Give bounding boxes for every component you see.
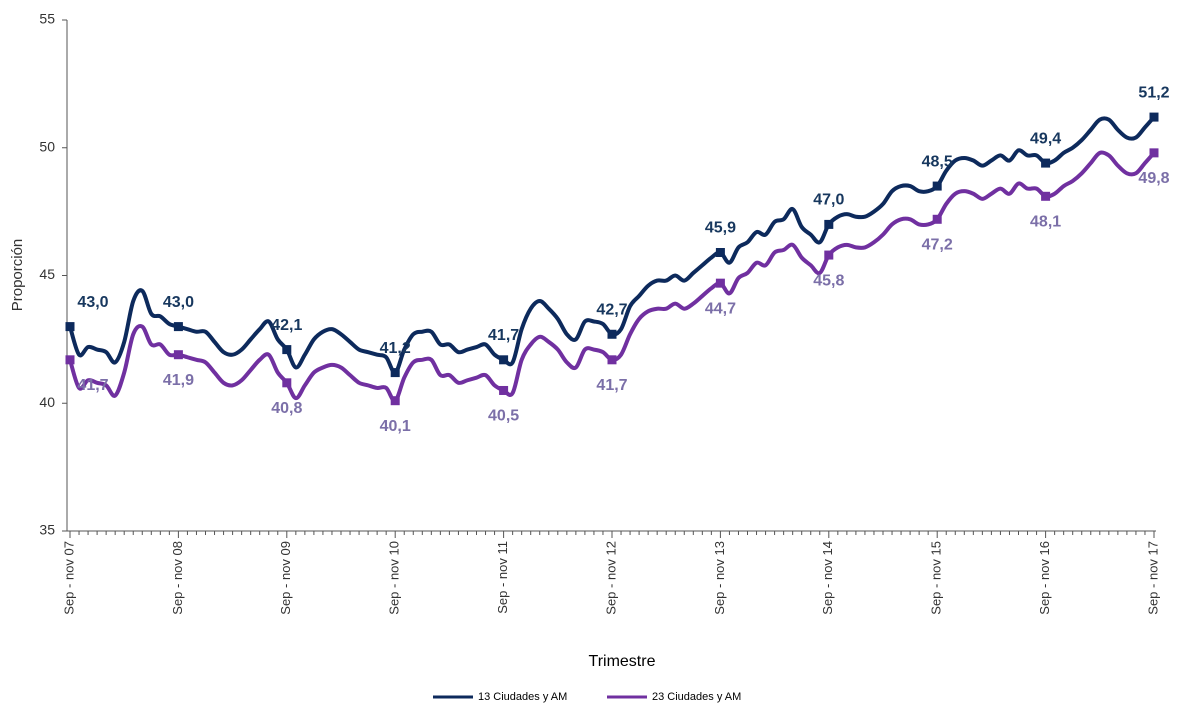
value-label: 48,5	[922, 153, 953, 170]
point-marker	[1041, 158, 1051, 168]
value-label: 41,9	[163, 372, 194, 389]
y-tick-label: 35	[39, 522, 55, 538]
point-marker	[282, 378, 292, 388]
value-label: 40,8	[271, 400, 302, 417]
value-label: 45,8	[813, 272, 844, 289]
point-marker	[1149, 148, 1159, 158]
value-label: 41,2	[380, 340, 411, 357]
x-tick-label: Sep - nov 10	[387, 541, 402, 615]
x-tick-label: Sep - nov 07	[61, 541, 76, 615]
y-tick-label: 45	[39, 266, 55, 282]
y-tick-label: 40	[39, 394, 55, 410]
point-marker	[282, 345, 292, 355]
value-label: 40,5	[488, 408, 519, 425]
point-marker	[65, 322, 75, 332]
legend-label: 13 Ciudades y AM	[478, 691, 567, 703]
value-label: 41,7	[596, 377, 627, 394]
point-marker	[607, 329, 617, 339]
value-label: 43,0	[163, 294, 194, 311]
value-label: 43,0	[77, 294, 108, 311]
point-marker	[1149, 112, 1159, 122]
value-label: 41,7	[77, 377, 108, 394]
x-tick-label: Sep - nov 09	[278, 541, 293, 615]
y-tick-label: 55	[39, 11, 55, 27]
point-marker	[932, 214, 942, 224]
point-marker	[715, 278, 725, 288]
value-label: 49,8	[1138, 170, 1169, 187]
x-tick-label: Sep - nov 15	[929, 541, 944, 615]
point-marker	[65, 355, 75, 365]
value-label: 51,2	[1138, 84, 1169, 101]
value-label: 45,9	[705, 220, 736, 237]
x-tick-label: Sep - nov 17	[1145, 541, 1160, 615]
point-marker	[499, 355, 509, 365]
x-axis-title: Trimestre	[589, 653, 656, 670]
point-marker	[932, 181, 942, 191]
point-marker	[824, 250, 834, 260]
value-label: 48,1	[1030, 214, 1061, 231]
value-label: 49,4	[1030, 130, 1061, 147]
point-marker	[1041, 191, 1051, 201]
point-marker	[173, 322, 183, 332]
x-tick-label: Sep - nov 13	[712, 541, 727, 615]
point-marker	[607, 355, 617, 365]
value-label: 47,0	[813, 192, 844, 209]
point-marker	[390, 396, 400, 406]
y-axis-title: Proporción	[9, 239, 26, 312]
x-tick-label: Sep - nov 11	[495, 541, 510, 614]
point-marker	[824, 219, 834, 229]
value-label: 41,7	[488, 327, 519, 344]
point-marker	[390, 368, 400, 378]
value-label: 42,1	[271, 317, 302, 334]
x-tick-label: Sep - nov 08	[170, 541, 185, 615]
value-label: 40,1	[380, 418, 411, 435]
point-marker	[499, 385, 509, 395]
y-tick-label: 50	[39, 138, 55, 154]
point-marker	[715, 248, 725, 258]
x-tick-label: Sep - nov 12	[603, 541, 618, 615]
value-label: 42,7	[596, 301, 627, 318]
x-tick-label: Sep - nov 14	[820, 541, 835, 615]
value-label: 47,2	[922, 237, 953, 254]
point-marker	[173, 350, 183, 360]
x-tick-label: Sep - nov 16	[1037, 541, 1052, 615]
value-label: 44,7	[705, 300, 736, 317]
legend-label: 23 Ciudades y AM	[652, 691, 741, 703]
